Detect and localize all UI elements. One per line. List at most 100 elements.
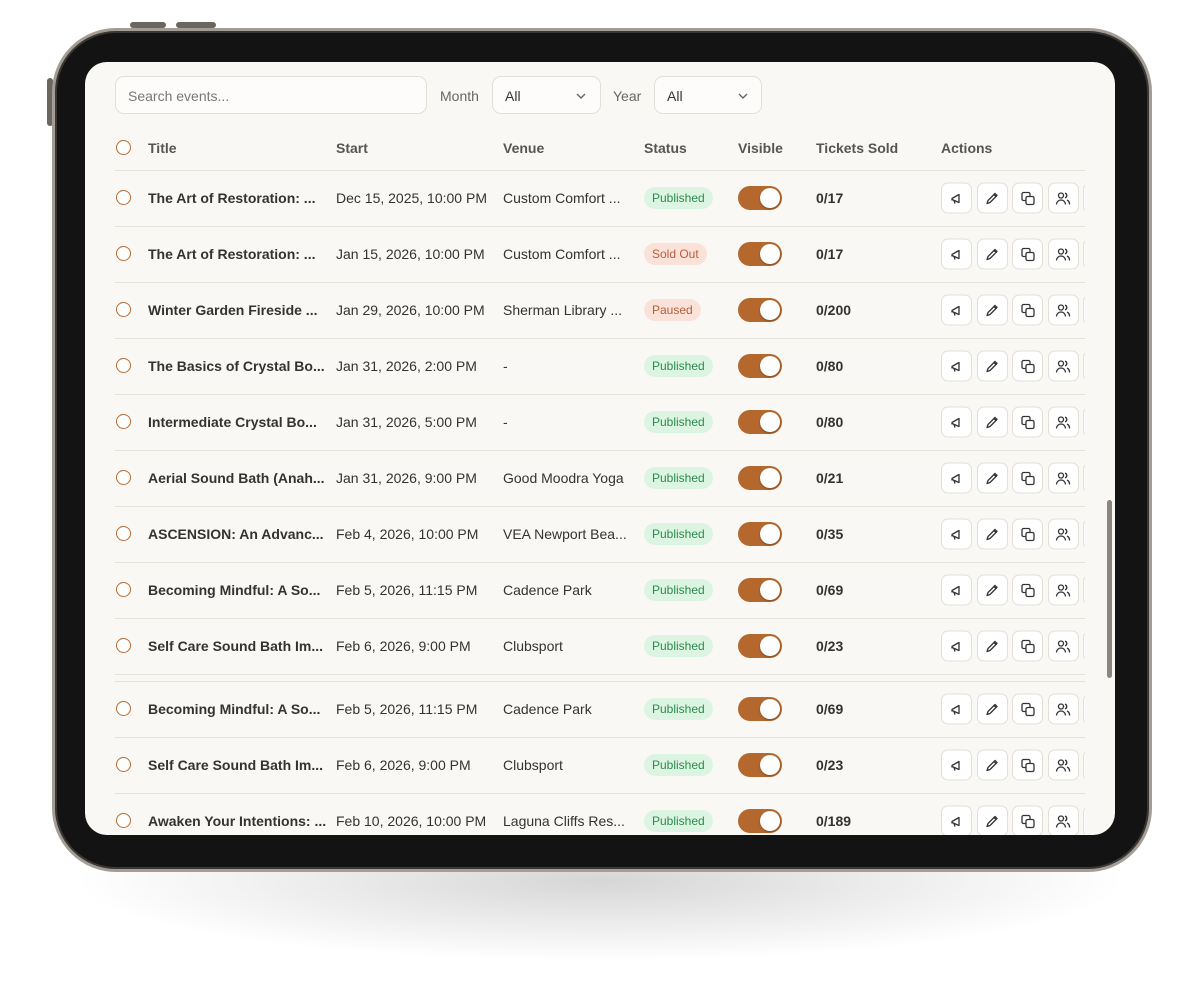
promote-button[interactable] xyxy=(941,749,972,781)
more-button[interactable] xyxy=(1083,406,1085,438)
attendees-button[interactable] xyxy=(1047,462,1079,494)
duplicate-button[interactable] xyxy=(1012,182,1043,214)
more-button[interactable] xyxy=(1083,238,1085,270)
promote-button[interactable] xyxy=(941,294,972,326)
visible-toggle[interactable] xyxy=(738,410,782,434)
icon xyxy=(986,528,998,540)
row-checkbox[interactable] xyxy=(116,526,131,541)
select-all-checkbox[interactable] xyxy=(116,140,131,155)
edit-button[interactable] xyxy=(976,462,1008,494)
promote-button[interactable] xyxy=(941,406,972,438)
event-title: The Art of Restoration: ... xyxy=(148,190,316,206)
edit-button[interactable] xyxy=(976,238,1008,270)
visible-toggle[interactable] xyxy=(738,466,782,490)
edit-button[interactable] xyxy=(976,693,1008,725)
edit-button[interactable] xyxy=(976,630,1008,662)
duplicate-button[interactable] xyxy=(1012,630,1043,662)
icon xyxy=(1020,639,1035,653)
promote-button[interactable] xyxy=(941,574,972,606)
icon xyxy=(950,305,960,316)
duplicate-button[interactable] xyxy=(1012,749,1043,781)
more-button[interactable] xyxy=(1083,630,1085,662)
attendees-button[interactable] xyxy=(1047,406,1079,438)
more-button[interactable] xyxy=(1083,294,1085,326)
row-checkbox[interactable] xyxy=(116,246,131,261)
event-start: Jan 15, 2026, 10:00 PM xyxy=(336,246,485,262)
duplicate-button[interactable] xyxy=(1012,294,1043,326)
row-checkbox[interactable] xyxy=(116,190,131,205)
edit-button[interactable] xyxy=(976,294,1008,326)
edit-button[interactable] xyxy=(976,350,1008,382)
event-venue: VEA Newport Bea... xyxy=(503,526,627,542)
duplicate-button[interactable] xyxy=(1012,574,1043,606)
attendees-button[interactable] xyxy=(1047,749,1079,781)
more-button[interactable] xyxy=(1083,518,1085,550)
promote-button[interactable] xyxy=(941,462,972,494)
row-checkbox[interactable] xyxy=(116,358,131,373)
row-checkbox[interactable] xyxy=(116,638,131,653)
event-venue: Good Moodra Yoga xyxy=(503,470,624,486)
promote-button[interactable] xyxy=(941,805,972,835)
year-label: Year xyxy=(613,88,642,104)
attendees-button[interactable] xyxy=(1047,630,1079,662)
row-checkbox[interactable] xyxy=(116,582,131,597)
promote-button[interactable] xyxy=(941,518,972,550)
promote-button[interactable] xyxy=(941,238,972,270)
more-button[interactable] xyxy=(1083,350,1085,382)
visible-toggle[interactable] xyxy=(738,578,782,602)
visible-toggle[interactable] xyxy=(738,242,782,266)
visible-toggle[interactable] xyxy=(738,354,782,378)
status-badge: Published xyxy=(644,754,713,776)
visible-toggle[interactable] xyxy=(738,809,782,833)
year-select[interactable]: All xyxy=(654,76,762,114)
more-button[interactable] xyxy=(1083,462,1085,494)
row-checkbox[interactable] xyxy=(116,757,131,772)
duplicate-button[interactable] xyxy=(1012,238,1043,270)
month-select[interactable]: All xyxy=(492,76,601,114)
search-input[interactable]: Search events... xyxy=(115,76,427,114)
edit-button[interactable] xyxy=(976,406,1008,438)
edit-button[interactable] xyxy=(976,749,1008,781)
duplicate-button[interactable] xyxy=(1012,518,1043,550)
row-checkbox[interactable] xyxy=(116,701,131,716)
duplicate-button[interactable] xyxy=(1012,350,1043,382)
row-checkbox[interactable] xyxy=(116,470,131,485)
more-button[interactable] xyxy=(1083,693,1085,725)
edit-button[interactable] xyxy=(976,518,1008,550)
attendees-button[interactable] xyxy=(1047,294,1079,326)
row-checkbox[interactable] xyxy=(116,302,131,317)
edit-button[interactable] xyxy=(976,805,1008,835)
duplicate-button[interactable] xyxy=(1012,462,1043,494)
attendees-button[interactable] xyxy=(1047,693,1079,725)
promote-button[interactable] xyxy=(941,350,972,382)
visible-toggle[interactable] xyxy=(738,697,782,721)
duplicate-button[interactable] xyxy=(1012,693,1043,725)
attendees-button[interactable] xyxy=(1047,238,1079,270)
duplicate-button[interactable] xyxy=(1012,805,1043,835)
icon xyxy=(950,417,960,428)
more-button[interactable] xyxy=(1083,749,1085,781)
more-button[interactable] xyxy=(1083,805,1085,835)
edit-button[interactable] xyxy=(976,182,1008,214)
visible-toggle[interactable] xyxy=(738,298,782,322)
tickets-sold: 0/23 xyxy=(816,757,844,773)
more-button[interactable] xyxy=(1083,182,1085,214)
duplicate-button[interactable] xyxy=(1012,406,1043,438)
row-checkbox[interactable] xyxy=(116,414,131,429)
row-checkbox[interactable] xyxy=(116,813,131,828)
attendees-button[interactable] xyxy=(1047,805,1079,835)
visible-toggle[interactable] xyxy=(738,634,782,658)
visible-toggle[interactable] xyxy=(738,753,782,777)
attendees-button[interactable] xyxy=(1047,350,1079,382)
attendees-button[interactable] xyxy=(1047,182,1079,214)
edit-button[interactable] xyxy=(976,574,1008,606)
more-button[interactable] xyxy=(1083,574,1085,606)
promote-button[interactable] xyxy=(941,693,972,725)
promote-button[interactable] xyxy=(941,182,972,214)
attendees-button[interactable] xyxy=(1047,574,1079,606)
attendees-button[interactable] xyxy=(1047,518,1079,550)
visible-toggle[interactable] xyxy=(738,186,782,210)
promote-button[interactable] xyxy=(941,630,972,662)
visible-toggle[interactable] xyxy=(738,522,782,546)
